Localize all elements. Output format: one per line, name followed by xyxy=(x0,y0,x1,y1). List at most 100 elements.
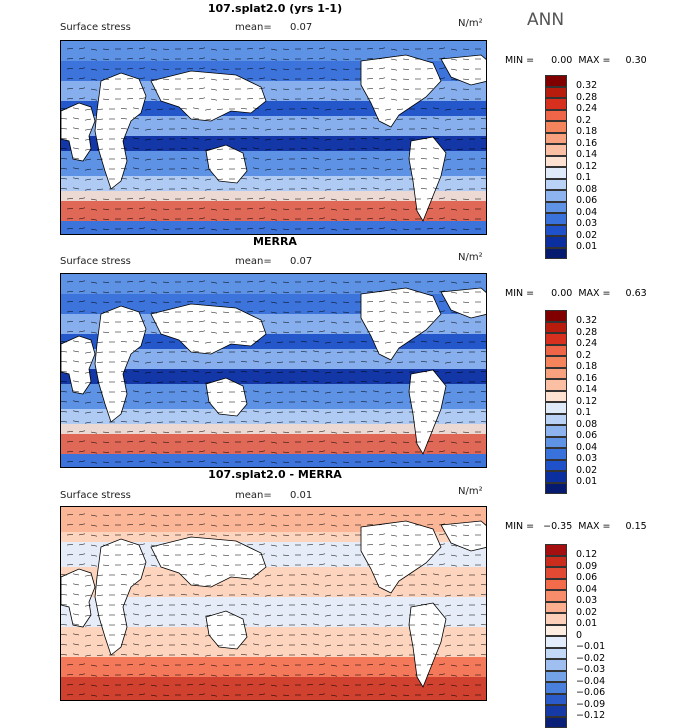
colorbar-swatch-row: 0.12 xyxy=(545,544,635,556)
colorbar-swatch xyxy=(545,121,567,133)
panel-2-mean: 0.07 xyxy=(290,256,312,267)
colorbar-swatch xyxy=(545,402,567,414)
stress-band xyxy=(61,221,487,235)
colorbar-swatch xyxy=(545,202,567,214)
colorbar-swatch xyxy=(545,368,567,380)
colorbar-swatch xyxy=(545,567,567,579)
colorbar-swatch xyxy=(545,671,567,683)
colorbar-swatch-row: 0.12 xyxy=(545,156,635,168)
colorbar-swatch-row: 0.28 xyxy=(545,322,635,334)
colorbar-swatch-row: 0.02 xyxy=(545,460,635,472)
colorbar-swatch-row: 0.18 xyxy=(545,121,635,133)
colorbar-swatch-row: −0.01 xyxy=(545,636,635,648)
stress-band xyxy=(61,274,487,294)
panel-1-units: N/m² xyxy=(458,18,483,29)
panel-1-max: 0.30 xyxy=(626,55,647,66)
panel-1-minmax: MIN = 0.00 MAX = 0.30 xyxy=(505,55,647,66)
colorbar-swatch-row: 0.14 xyxy=(545,379,635,391)
panel-2-map xyxy=(60,273,487,468)
colorbar-swatch-row: −0.02 xyxy=(545,648,635,660)
colorbar-swatch xyxy=(545,613,567,625)
panel-1-title: 107.splat2.0 (yrs 1-1) xyxy=(160,2,390,15)
colorbar-swatch xyxy=(545,98,567,110)
panel-3-max-label: MAX = xyxy=(578,521,610,532)
panel-3-map-svg xyxy=(61,507,487,701)
colorbar-swatch-row: 0.06 xyxy=(545,567,635,579)
panel-3-min: −0.35 xyxy=(543,521,572,532)
colorbar-swatch xyxy=(545,213,567,225)
panel-3-minmax: MIN = −0.35 MAX = 0.15 xyxy=(505,521,647,532)
panel-1-mean-label: mean= xyxy=(235,22,272,33)
panel-3-title: 107.splat2.0 - MERRA xyxy=(160,468,390,481)
stress-band xyxy=(61,41,487,61)
colorbar-swatch-row: 0.14 xyxy=(545,144,635,156)
panel-2-max-label: MAX = xyxy=(578,288,610,299)
panel-1-map-svg xyxy=(61,41,487,235)
colorbar-swatch xyxy=(545,310,567,322)
colorbar-swatch-row: 0.16 xyxy=(545,133,635,145)
panel-1-max-label: MAX = xyxy=(578,55,610,66)
colorbar-swatch xyxy=(545,333,567,345)
colorbar-swatch-row: 0.2 xyxy=(545,110,635,122)
colorbar-swatch xyxy=(545,625,567,637)
colorbar-swatch-row: 0.24 xyxy=(545,98,635,110)
panel-1-variable: Surface stress xyxy=(60,22,131,33)
colorbar-swatch xyxy=(545,322,567,334)
colorbar-swatch-row: 0.01 xyxy=(545,613,635,625)
colorbar-swatch-row: 0 xyxy=(545,625,635,637)
colorbar-swatch-row: 0.06 xyxy=(545,425,635,437)
colorbar-swatch-row: 0.04 xyxy=(545,437,635,449)
colorbar-swatch xyxy=(545,156,567,168)
panel-1-min: 0.00 xyxy=(551,55,572,66)
colorbar-swatch-row: −0.04 xyxy=(545,671,635,683)
colorbar-swatch-row: −0.12 xyxy=(545,705,635,717)
colorbar-swatch xyxy=(545,345,567,357)
colorbar-swatch-row: 0.12 xyxy=(545,391,635,403)
colorbar-swatch xyxy=(545,659,567,671)
colorbar-swatch xyxy=(545,590,567,602)
colorbar-swatch xyxy=(545,144,567,156)
colorbar-swatch-row: 0.24 xyxy=(545,333,635,345)
colorbar-swatch xyxy=(545,133,567,145)
panel-2-minmax: MIN = 0.00 MAX = 0.63 xyxy=(505,288,647,299)
panel-2-min-label: MIN = xyxy=(505,288,534,299)
colorbar-swatch-row: 0.06 xyxy=(545,190,635,202)
colorbar-swatch-row: −0.06 xyxy=(545,682,635,694)
panel-1-mean: 0.07 xyxy=(290,22,312,33)
panel-3-max: 0.15 xyxy=(626,521,647,532)
panel-2-min: 0.00 xyxy=(551,288,572,299)
colorbar-swatch xyxy=(545,483,567,495)
panel-1-min-label: MIN = xyxy=(505,55,534,66)
colorbar-swatch xyxy=(545,471,567,483)
colorbar-swatch-row: 0.1 xyxy=(545,402,635,414)
colorbar-swatch xyxy=(545,579,567,591)
colorbar-swatch xyxy=(545,167,567,179)
panel-3-mean: 0.01 xyxy=(290,490,312,501)
colorbar-swatch xyxy=(545,379,567,391)
colorbar-swatch-row: 0.08 xyxy=(545,179,635,191)
colorbar-swatch-row xyxy=(545,717,635,728)
panel-2-mean-label: mean= xyxy=(235,256,272,267)
colorbar-swatch-row: 0.04 xyxy=(545,579,635,591)
colorbar-swatch-row xyxy=(545,483,635,495)
panel-2-title: MERRA xyxy=(160,235,390,248)
colorbar-swatch xyxy=(545,248,567,260)
colorbar-swatch xyxy=(545,110,567,122)
panel-2-map-svg xyxy=(61,274,487,468)
colorbar-swatch xyxy=(545,356,567,368)
colorbar-swatch-row: 0.1 xyxy=(545,167,635,179)
colorbar-swatch xyxy=(545,190,567,202)
panel-1-map xyxy=(60,40,487,235)
colorbar-swatch-row: 0.01 xyxy=(545,471,635,483)
colorbar-swatch xyxy=(545,448,567,460)
colorbar-swatch xyxy=(545,544,567,556)
colorbar-swatch-row: 0.03 xyxy=(545,448,635,460)
colorbar-swatch xyxy=(545,648,567,660)
colorbar-swatch xyxy=(545,717,567,728)
colorbar-swatch-row: 0.02 xyxy=(545,602,635,614)
colorbar-swatch xyxy=(545,414,567,426)
colorbar-swatch xyxy=(545,636,567,648)
colorbar-swatch-row: −0.03 xyxy=(545,659,635,671)
colorbar-swatch xyxy=(545,236,567,248)
